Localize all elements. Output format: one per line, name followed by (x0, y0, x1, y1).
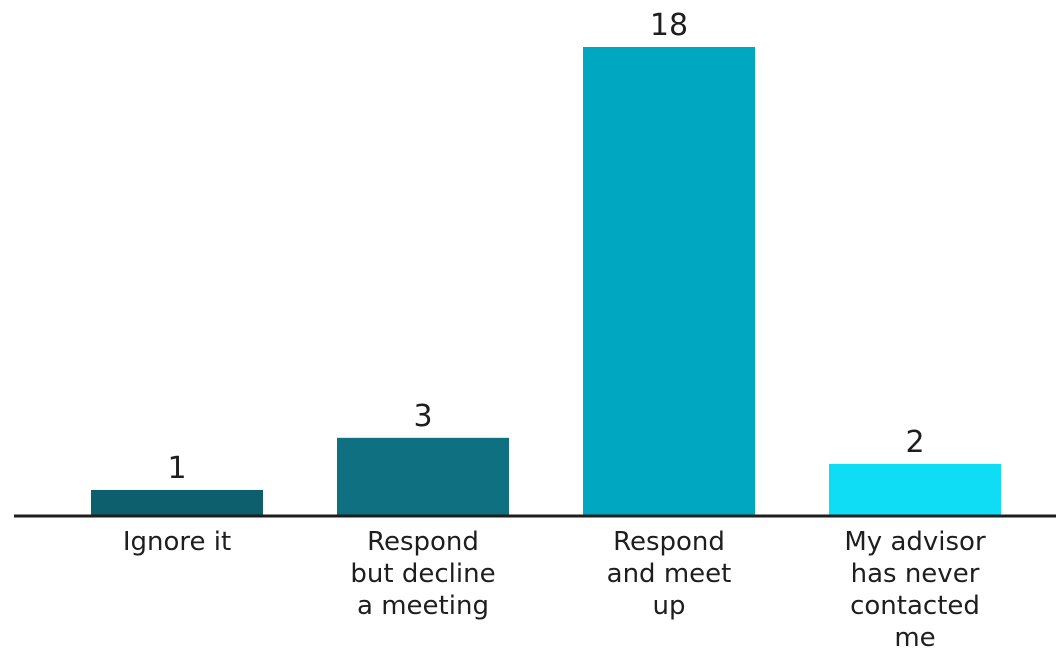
bar-value-label: 3 (413, 399, 432, 434)
bar-value-label: 2 (905, 425, 924, 460)
category-label: Respond (367, 527, 479, 557)
bar-2 (337, 437, 509, 516)
category-label: My advisor (844, 527, 986, 557)
category-label: me (894, 623, 935, 653)
bar-4 (829, 463, 1001, 516)
category-label: Ignore it (123, 527, 231, 557)
category-label: and meet (607, 559, 732, 589)
bars-group (91, 47, 1001, 516)
category-label: up (653, 591, 686, 621)
bar-3 (583, 47, 755, 516)
category-label: has never (851, 559, 980, 589)
bar-value-label: 18 (650, 8, 688, 43)
category-label: but decline (350, 559, 495, 589)
category-label: contacted (850, 591, 980, 621)
value-labels-group: 1 3 18 2 (167, 8, 924, 486)
bar-1 (91, 489, 263, 516)
category-label: Respond (613, 527, 725, 557)
category-label: a meeting (357, 591, 489, 621)
bar-value-label: 1 (167, 451, 186, 486)
